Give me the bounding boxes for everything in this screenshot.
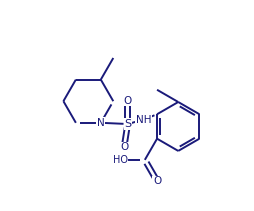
Text: HO: HO	[113, 155, 128, 165]
Text: NH: NH	[136, 115, 151, 125]
Text: S: S	[124, 119, 131, 129]
Text: O: O	[153, 176, 161, 186]
Text: O: O	[120, 142, 128, 152]
Text: O: O	[124, 96, 132, 106]
Text: N: N	[97, 118, 105, 128]
